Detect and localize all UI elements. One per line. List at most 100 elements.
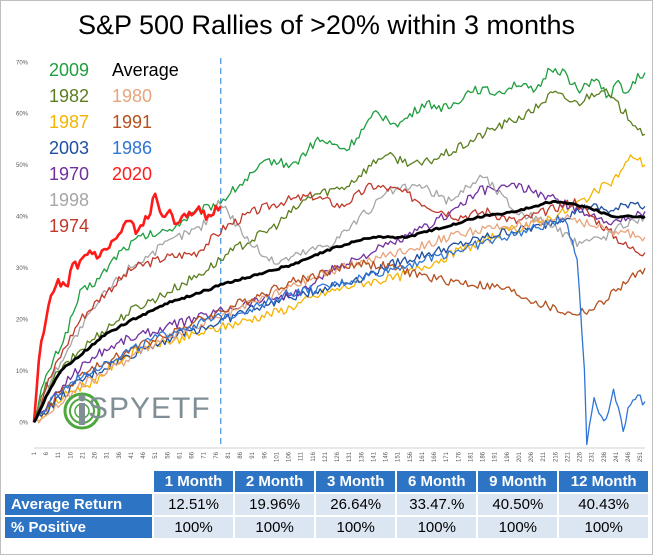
line-chart: 0%10%20%30%40%50%60%70%1 6 11 16 21 26 31 36 41 4… (16, 58, 646, 462)
table-header-row: 1 Month 2 Month 3 Month 6 Month 9 Month … (5, 471, 648, 492)
y-tick-label: 70% (16, 60, 29, 66)
y-tick-label: 50% (16, 163, 29, 169)
series-line-average (32, 199, 646, 423)
table-header: 6 Month (397, 471, 477, 492)
x-tick-label: 46 (141, 451, 147, 458)
table-cell: 33.47.% (397, 494, 477, 515)
x-tick-label: 191 (493, 451, 499, 462)
table-cell: 100% (397, 517, 477, 538)
x-tick-label: 71 (202, 451, 208, 458)
series-line-2009 (33, 67, 646, 423)
series-line-1998 (33, 174, 646, 423)
x-tick-label: 126 (335, 451, 341, 462)
x-tick-label: 221 (565, 451, 571, 462)
x-tick-label: 61 (177, 451, 183, 458)
legend-item-2003: 2003 (49, 138, 90, 158)
x-tick-label: 226 (578, 451, 584, 462)
x-tick-label: 166 (432, 451, 438, 462)
ispyetf-logo-icon (63, 392, 101, 430)
x-tick-label: 51 (153, 451, 159, 458)
y-tick-label: 20% (16, 317, 29, 323)
x-tick-label: 236 (602, 451, 608, 462)
table-cell: 19.96% (235, 494, 315, 515)
table-header: 1 Month (154, 471, 234, 492)
x-tick-label: 136 (359, 451, 365, 462)
table-header: 9 Month (478, 471, 558, 492)
x-tick-label: 231 (590, 451, 596, 462)
x-tick-label: 206 (529, 451, 535, 462)
x-tick-label: 11 (56, 451, 62, 458)
x-tick-label: 66 (190, 451, 196, 458)
table-header: 12 Month (559, 471, 648, 492)
x-tick-label: 26 (93, 451, 99, 458)
x-tick-label: 201 (517, 451, 523, 462)
y-tick-label: 10% (16, 369, 29, 375)
x-tick-label: 131 (347, 451, 353, 462)
x-tick-label: 36 (117, 451, 123, 458)
x-tick-label: 56 (165, 451, 171, 458)
x-tick-label: 41 (129, 451, 135, 458)
x-tick-label: 101 (274, 451, 280, 462)
x-tick-label: 246 (626, 451, 632, 462)
x-tick-label: 91 (250, 451, 256, 458)
series-line-2020 (32, 192, 222, 423)
x-tick-label: 6 (44, 451, 50, 455)
legend-item-1970: 1970 (49, 164, 90, 184)
returns-table: 1 Month 2 Month 3 Month 6 Month 9 Month … (3, 469, 650, 540)
series-line-1982 (33, 88, 646, 423)
y-tick-label: 40% (16, 215, 29, 221)
table-row: Average Return 12.51% 19.96% 26.64% 33.4… (5, 494, 648, 515)
table-cell: 100% (316, 517, 396, 538)
legend-item-1987: 1987 (49, 112, 90, 132)
y-tick-label: 60% (16, 112, 29, 118)
row-label: % Positive (5, 517, 152, 538)
legend-item-average: Average (112, 60, 179, 80)
table-cell: 100% (235, 517, 315, 538)
x-tick-label: 176 (456, 451, 462, 462)
x-tick-label: 211 (541, 451, 547, 461)
x-tick-label: 1 (32, 451, 38, 455)
table-header: 2 Month (235, 471, 315, 492)
x-tick-label: 196 (505, 451, 511, 462)
x-tick-label: 146 (384, 451, 390, 462)
x-tick-label: 21 (80, 451, 86, 458)
legend-item-1998: 1998 (49, 190, 90, 210)
x-tick-label: 76 (214, 451, 220, 458)
table-cell: 26.64% (316, 494, 396, 515)
x-tick-label: 171 (444, 451, 450, 462)
legend-item-2009: 2009 (49, 60, 90, 80)
legend-item-1980: 1980 (112, 86, 153, 106)
series-line-1970 (33, 182, 646, 423)
x-tick-label: 216 (553, 451, 559, 462)
legend-item-1991: 1991 (112, 112, 153, 132)
table-cell: 40.43% (559, 494, 648, 515)
x-tick-label: 151 (396, 451, 402, 462)
legend-item-2020: 2020 (112, 164, 153, 184)
series-line-1986 (33, 214, 646, 446)
table-cell: 100% (559, 517, 648, 538)
series-line-1974 (33, 182, 646, 423)
x-tick-label: 186 (481, 451, 487, 462)
x-tick-label: 121 (323, 451, 329, 462)
x-tick-label: 111 (299, 451, 305, 461)
legend-item-1974: 1974 (49, 216, 90, 236)
legend-item-1986: 1986 (112, 138, 153, 158)
x-tick-label: 81 (226, 451, 232, 458)
legend-item-1982: 1982 (49, 86, 90, 106)
table-header: 3 Month (316, 471, 396, 492)
x-tick-label: 181 (468, 451, 474, 462)
x-tick-label: 31 (105, 451, 111, 458)
row-label: Average Return (5, 494, 152, 515)
table-cell: 40.50% (478, 494, 558, 515)
table-cell: 100% (154, 517, 234, 538)
table-row: % Positive 100% 100% 100% 100% 100% 100% (5, 517, 648, 538)
table-cell: 100% (478, 517, 558, 538)
y-tick-label: 0% (19, 420, 28, 426)
y-tick-label: 30% (16, 266, 29, 272)
x-tick-label: 96 (262, 451, 268, 458)
x-tick-label: 156 (408, 451, 414, 462)
x-tick-label: 141 (371, 451, 377, 462)
x-tick-label: 16 (68, 451, 74, 458)
table-cell: 12.51% (154, 494, 234, 515)
x-tick-label: 241 (614, 451, 620, 462)
